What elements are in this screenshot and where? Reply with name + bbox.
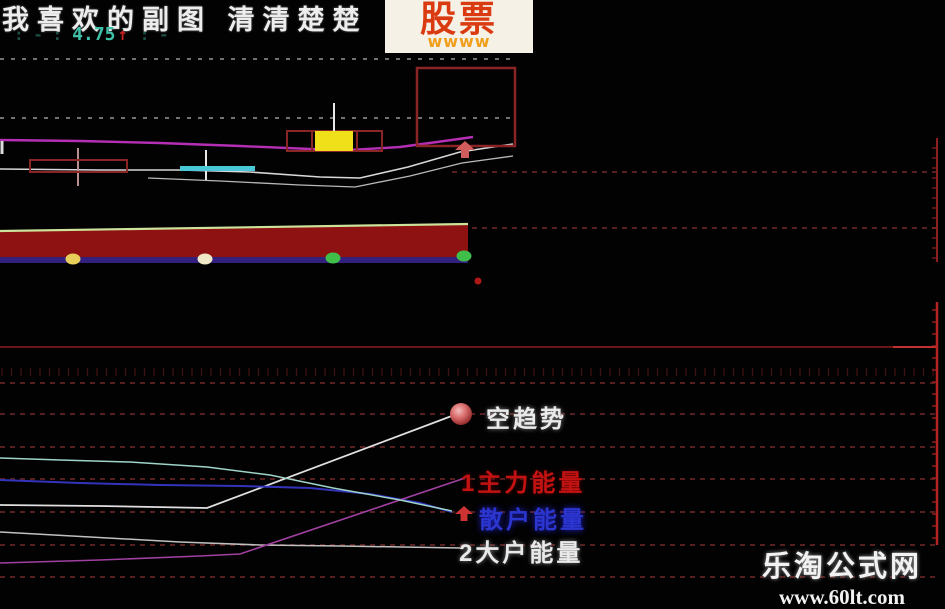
candle-body	[29, 159, 128, 173]
watermark-site-url: www.60lt.com	[779, 585, 905, 609]
band-blue-strip	[0, 257, 468, 263]
label-main-force: 1主力能量	[461, 470, 586, 497]
trend-ball-icon	[450, 403, 472, 425]
band-dot	[197, 253, 213, 265]
banner-title: 股票	[419, 0, 498, 39]
label-short-trend: 空趋势	[486, 406, 567, 433]
series-line-big-player	[0, 531, 461, 549]
quote-up-arrow-icon: ↑	[117, 25, 128, 45]
quote-suffix: : -	[139, 25, 169, 44]
watermark: 乐淘公式网 www.60lt.com	[762, 543, 922, 609]
page-title: 我喜欢的副图 清清楚楚	[2, 5, 368, 35]
quote-prefix: : - :	[14, 25, 63, 44]
series-line-retail-fast	[0, 457, 453, 512]
label-big-player-energy: 2大户能量	[459, 540, 584, 567]
buy-arrow-icon	[455, 141, 475, 158]
band-top-line	[0, 222, 469, 233]
label-retail-energy: 散户能量	[479, 507, 587, 534]
price-line-white-ma-2	[147, 155, 514, 188]
series-line-short-trend	[0, 413, 458, 509]
band-dot	[325, 252, 341, 264]
series-line-main-force	[0, 477, 466, 564]
signal-dot	[474, 277, 482, 285]
energy-band	[0, 224, 468, 258]
price-line-magenta-ma	[0, 135, 474, 152]
retail-arrow-icon	[455, 506, 473, 521]
band-dot	[456, 250, 472, 262]
doji-body	[180, 166, 255, 171]
watermark-site-name: 乐淘公式网	[762, 551, 923, 583]
quote-row: : - : 4.75 ↑ : -	[14, 24, 169, 45]
yellow-candle	[315, 131, 353, 151]
stock-banner: 股票 wwww	[385, 0, 533, 53]
band-dot	[65, 253, 81, 265]
highlight-box	[415, 66, 517, 148]
banner-wave-icon: wwww	[427, 32, 491, 51]
quote-value: 4.75	[72, 24, 116, 45]
series-line-retail	[0, 479, 453, 513]
